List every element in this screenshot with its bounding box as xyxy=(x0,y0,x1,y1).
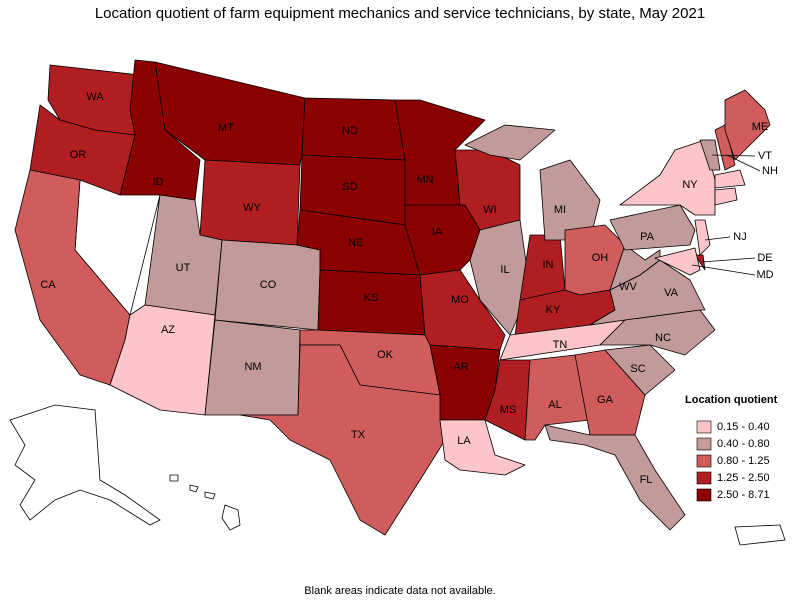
state-label: NY xyxy=(682,179,698,191)
state-label: VA xyxy=(664,287,679,299)
state-label: TX xyxy=(351,429,366,441)
state-label: OK xyxy=(377,349,394,361)
state xyxy=(714,124,736,171)
state-label: NC xyxy=(655,332,671,344)
legend-swatch xyxy=(696,488,712,502)
legend-label: 0.15 - 0.40 xyxy=(717,421,770,433)
state-label: KY xyxy=(546,304,561,316)
state xyxy=(694,219,711,256)
state-label: OR xyxy=(70,149,87,161)
state xyxy=(604,344,676,396)
state-label: CA xyxy=(40,279,56,291)
puerto-rico-outline xyxy=(734,524,786,546)
state xyxy=(609,204,696,251)
legend-swatch xyxy=(696,420,712,434)
callout-line xyxy=(691,264,756,276)
state-label: FL xyxy=(640,474,653,486)
legend-title: Location quotient xyxy=(685,394,778,406)
state xyxy=(574,349,646,436)
callout-line xyxy=(726,154,761,172)
legend-label: 2.50 - 8.71 xyxy=(717,489,770,501)
state-label: AZ xyxy=(161,324,175,336)
state-label: LA xyxy=(457,435,471,447)
alaska-outline xyxy=(9,404,161,526)
legend-swatch xyxy=(696,471,712,485)
state-label: WI xyxy=(483,204,496,216)
state xyxy=(589,259,706,326)
state-label: NE xyxy=(348,237,363,249)
state-label: IN xyxy=(543,259,554,271)
hawaii-outline xyxy=(169,474,241,531)
legend-swatch xyxy=(696,454,712,468)
state xyxy=(539,159,601,241)
state-label: TN xyxy=(553,339,568,351)
state-label: GA xyxy=(597,394,614,406)
state xyxy=(544,424,686,531)
state-label: MI xyxy=(554,204,566,216)
state-label: MO xyxy=(451,294,469,306)
state xyxy=(699,139,721,171)
state xyxy=(714,187,738,206)
state xyxy=(724,89,771,161)
state xyxy=(439,419,526,476)
legend-label: 1.25 - 2.50 xyxy=(717,472,770,484)
callout-line xyxy=(711,154,756,157)
state-label: NM xyxy=(244,361,261,373)
state xyxy=(619,139,716,216)
state-label: AR xyxy=(453,361,468,373)
state-label: NJ xyxy=(733,231,746,243)
state-label: MN xyxy=(416,174,433,186)
state xyxy=(464,124,556,161)
state xyxy=(239,344,446,536)
state-label: IL xyxy=(500,264,509,276)
state xyxy=(419,269,506,351)
state-label: DE xyxy=(757,252,772,264)
state xyxy=(109,304,216,416)
state-label: UT xyxy=(176,262,191,274)
state xyxy=(714,169,746,189)
state-label: MS xyxy=(500,404,517,416)
state-label: MT xyxy=(218,122,234,134)
legend-swatch xyxy=(696,437,712,451)
state-label: VT xyxy=(758,150,772,162)
state-label: OH xyxy=(592,252,609,264)
legend-label: 0.40 - 0.80 xyxy=(717,438,770,450)
state-label: CO xyxy=(260,279,277,291)
state-label: ID xyxy=(153,176,164,188)
state-label: IA xyxy=(432,226,443,238)
state-label: WA xyxy=(86,91,104,103)
state-label: WY xyxy=(243,202,261,214)
state xyxy=(654,247,701,276)
state xyxy=(484,359,531,441)
states xyxy=(14,59,771,536)
state-label: NH xyxy=(762,165,778,177)
callout-line xyxy=(704,236,731,241)
state-label: AL xyxy=(548,399,561,411)
footnote: Blank areas indicate data not available. xyxy=(304,585,495,597)
state-label: SC xyxy=(630,363,645,375)
state-label: ND xyxy=(342,125,358,137)
callout-line xyxy=(701,257,756,263)
state-label: KS xyxy=(364,292,379,304)
state-label: WV xyxy=(619,281,637,293)
state-label: ME xyxy=(752,121,769,133)
state-label: PA xyxy=(640,231,655,243)
title: Location quotient of farm equipment mech… xyxy=(95,5,705,22)
state-label: SD xyxy=(342,181,357,193)
state-label: MD xyxy=(756,269,773,281)
legend-label: 0.80 - 1.25 xyxy=(717,455,770,467)
